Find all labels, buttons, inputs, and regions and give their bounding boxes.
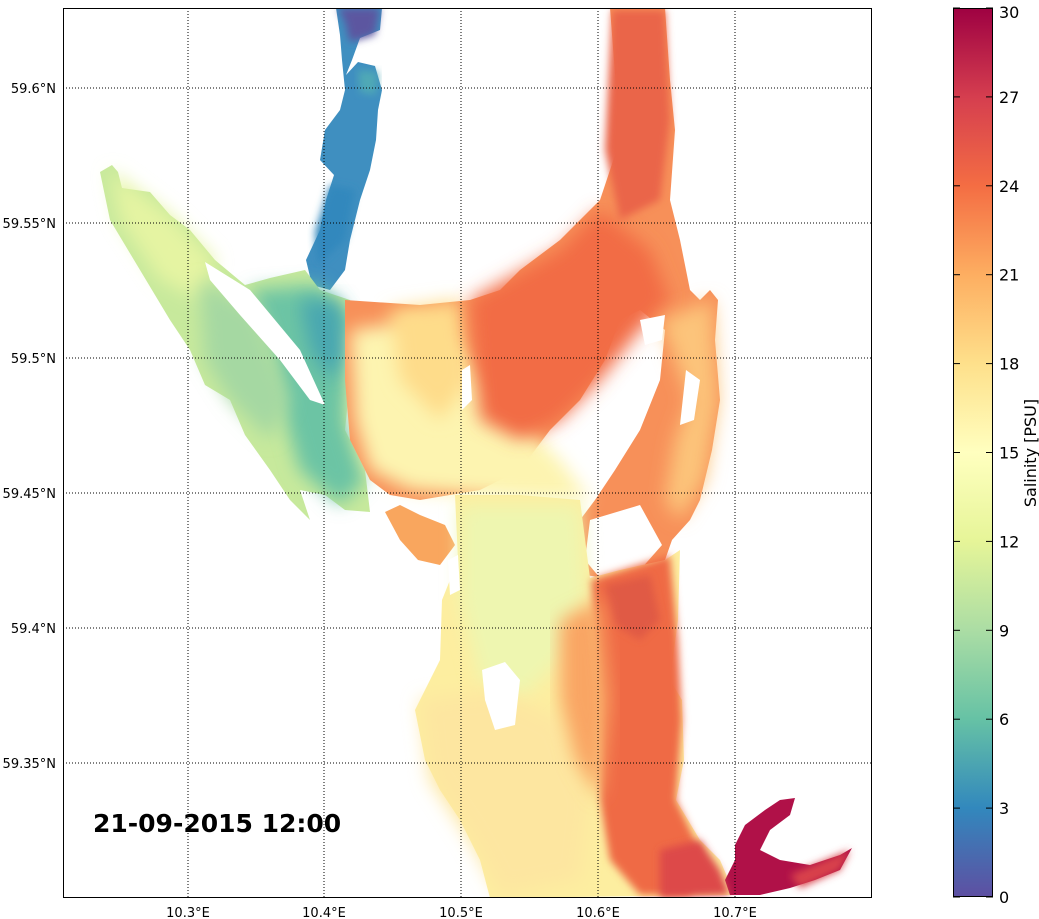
graticule xyxy=(63,8,872,898)
lon-label-10.5: 10.5°E xyxy=(439,906,483,919)
colorbar-tick-label: 18 xyxy=(999,355,1019,374)
colorbar-tick-label: 0 xyxy=(999,888,1009,907)
southeast-outlet xyxy=(660,798,852,898)
colorbar-ticks: 0 3 6 9 12 15 18 21 24 27 30 xyxy=(953,3,1019,907)
timestamp-label: 21-09-2015 12:00 xyxy=(93,809,341,838)
colorbar-label: Salinity [PSU] xyxy=(1021,399,1039,507)
lat-label-59.5: 59.5°N xyxy=(11,352,56,367)
colorbar-tick-label: 24 xyxy=(999,177,1019,196)
central-basin xyxy=(345,8,720,578)
lon-label-10.4: 10.4°E xyxy=(302,906,346,919)
colorbar-tick-label: 12 xyxy=(999,532,1019,551)
northwest-arm xyxy=(100,165,370,520)
colorbar-tick-label: 27 xyxy=(999,88,1019,107)
colorbar-tick-label: 21 xyxy=(999,266,1019,285)
lat-label-59.55: 59.55°N xyxy=(3,217,56,232)
lon-label-10.3: 10.3°E xyxy=(166,906,210,919)
colorbar-tick-label: 3 xyxy=(999,799,1009,818)
longitude-labels: 10.3°E 10.4°E 10.5°E 10.6°E 10.7°E xyxy=(166,906,757,919)
lat-label-59.35: 59.35°N xyxy=(3,757,56,772)
lat-label-59.45: 59.45°N xyxy=(3,487,56,502)
west-inlet xyxy=(385,505,455,565)
lat-label-59.4: 59.4°N xyxy=(11,622,56,637)
colorbar-tick-label: 9 xyxy=(999,621,1009,640)
colorbar-tick-label: 30 xyxy=(999,3,1019,22)
salinity-field xyxy=(100,8,852,898)
map-frame xyxy=(63,8,872,898)
lon-label-10.6: 10.6°E xyxy=(576,906,620,919)
map-panel: 10.3°E 10.4°E 10.5°E 10.6°E 10.7°E 59.35… xyxy=(3,8,872,919)
latitude-labels: 59.35°N 59.4°N 59.45°N 59.5°N 59.55°N 59… xyxy=(3,82,56,772)
colorbar-tick-label: 15 xyxy=(999,444,1019,463)
lat-label-59.6: 59.6°N xyxy=(11,82,56,97)
northern-channel xyxy=(306,8,382,290)
colorbar-tick-label: 6 xyxy=(999,710,1009,729)
lon-label-10.7: 10.7°E xyxy=(713,906,757,919)
colorbar: 0 3 6 9 12 15 18 21 24 27 30 Salinity [PSU] xyxy=(953,3,1039,907)
